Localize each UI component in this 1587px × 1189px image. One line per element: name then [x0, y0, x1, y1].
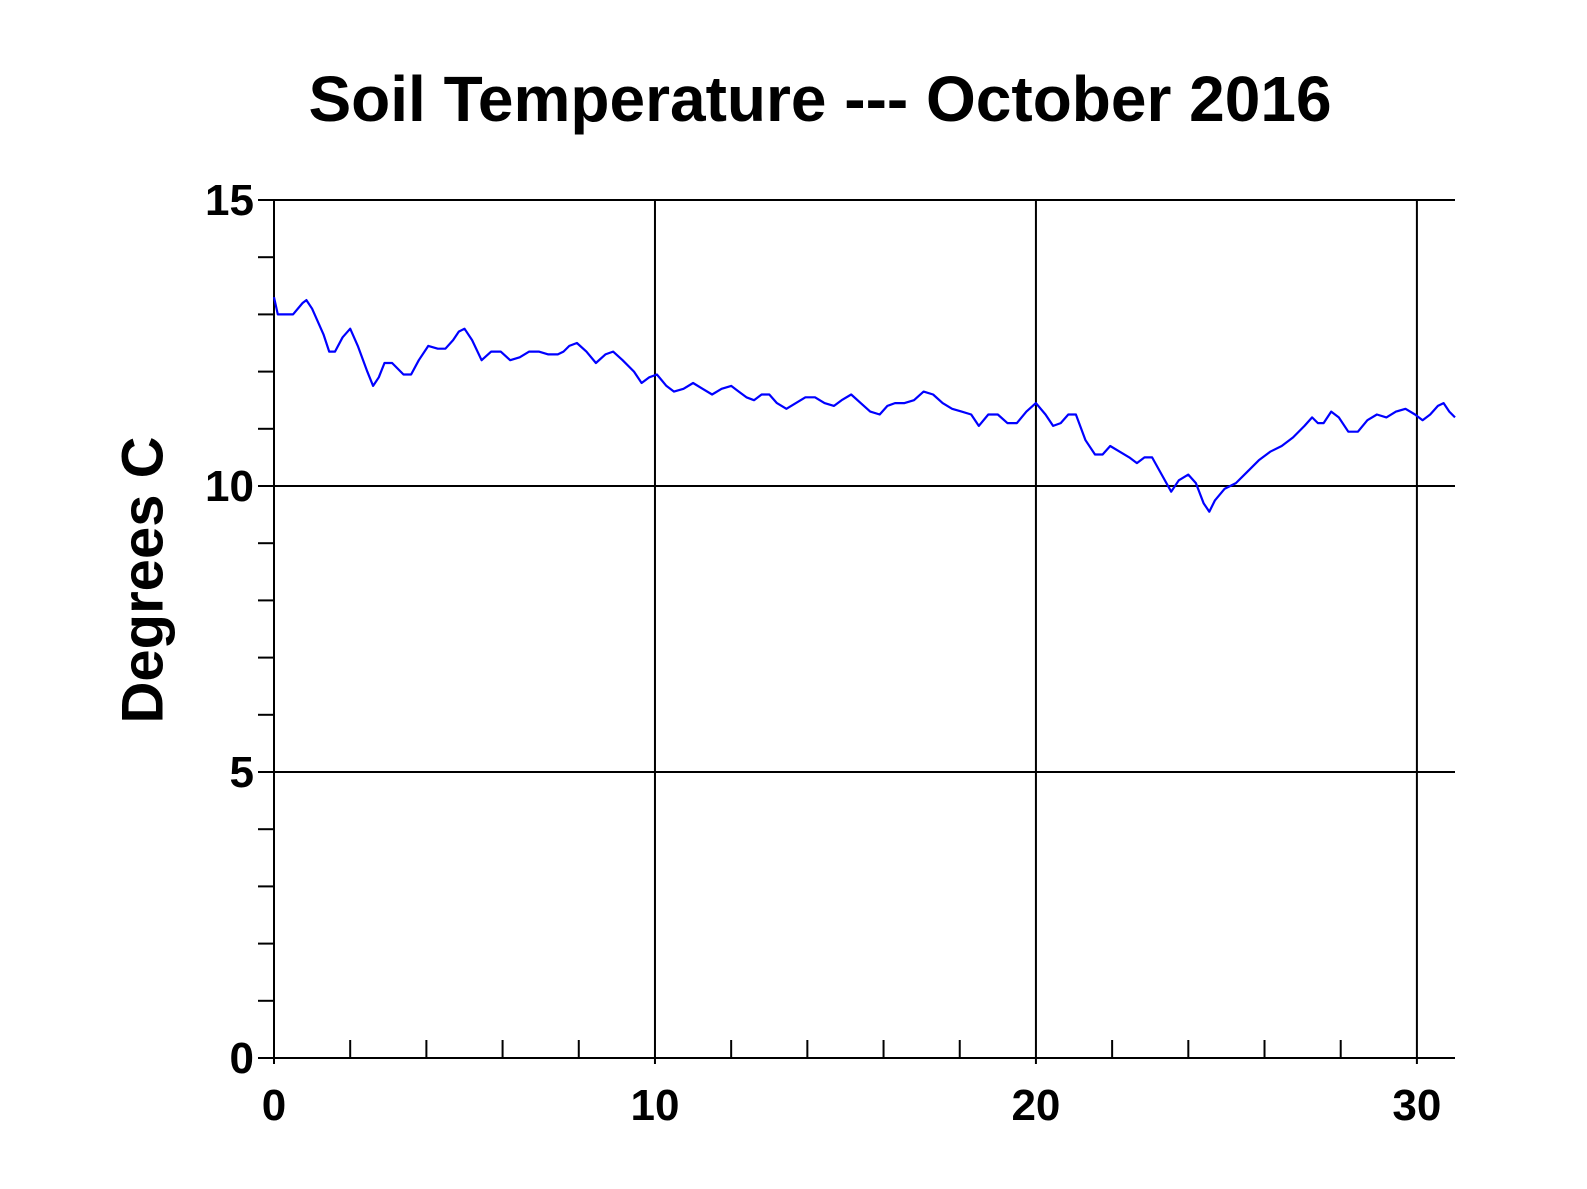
x-tick-label: 20: [1011, 1081, 1060, 1130]
y-tick-label: 15: [205, 176, 254, 225]
series-layer: [272, 296, 1456, 513]
y-tick-label: 5: [230, 748, 254, 797]
tick-labels: 0 10 20 30 0 5 10 15: [205, 176, 1441, 1130]
chart-title: Soil Temperature --- October 2016: [308, 63, 1332, 135]
grid-lines: [274, 199, 1455, 1058]
y-tick-label: 10: [205, 462, 254, 511]
series-line-0: [272, 296, 1456, 513]
axes: [273, 200, 1455, 1059]
x-tick-label: 30: [1392, 1081, 1441, 1130]
x-tick-label: 0: [262, 1081, 286, 1130]
minor-ticks: [258, 199, 1418, 1064]
y-tick-label: 0: [230, 1034, 254, 1083]
x-tick-label: 10: [630, 1081, 679, 1130]
